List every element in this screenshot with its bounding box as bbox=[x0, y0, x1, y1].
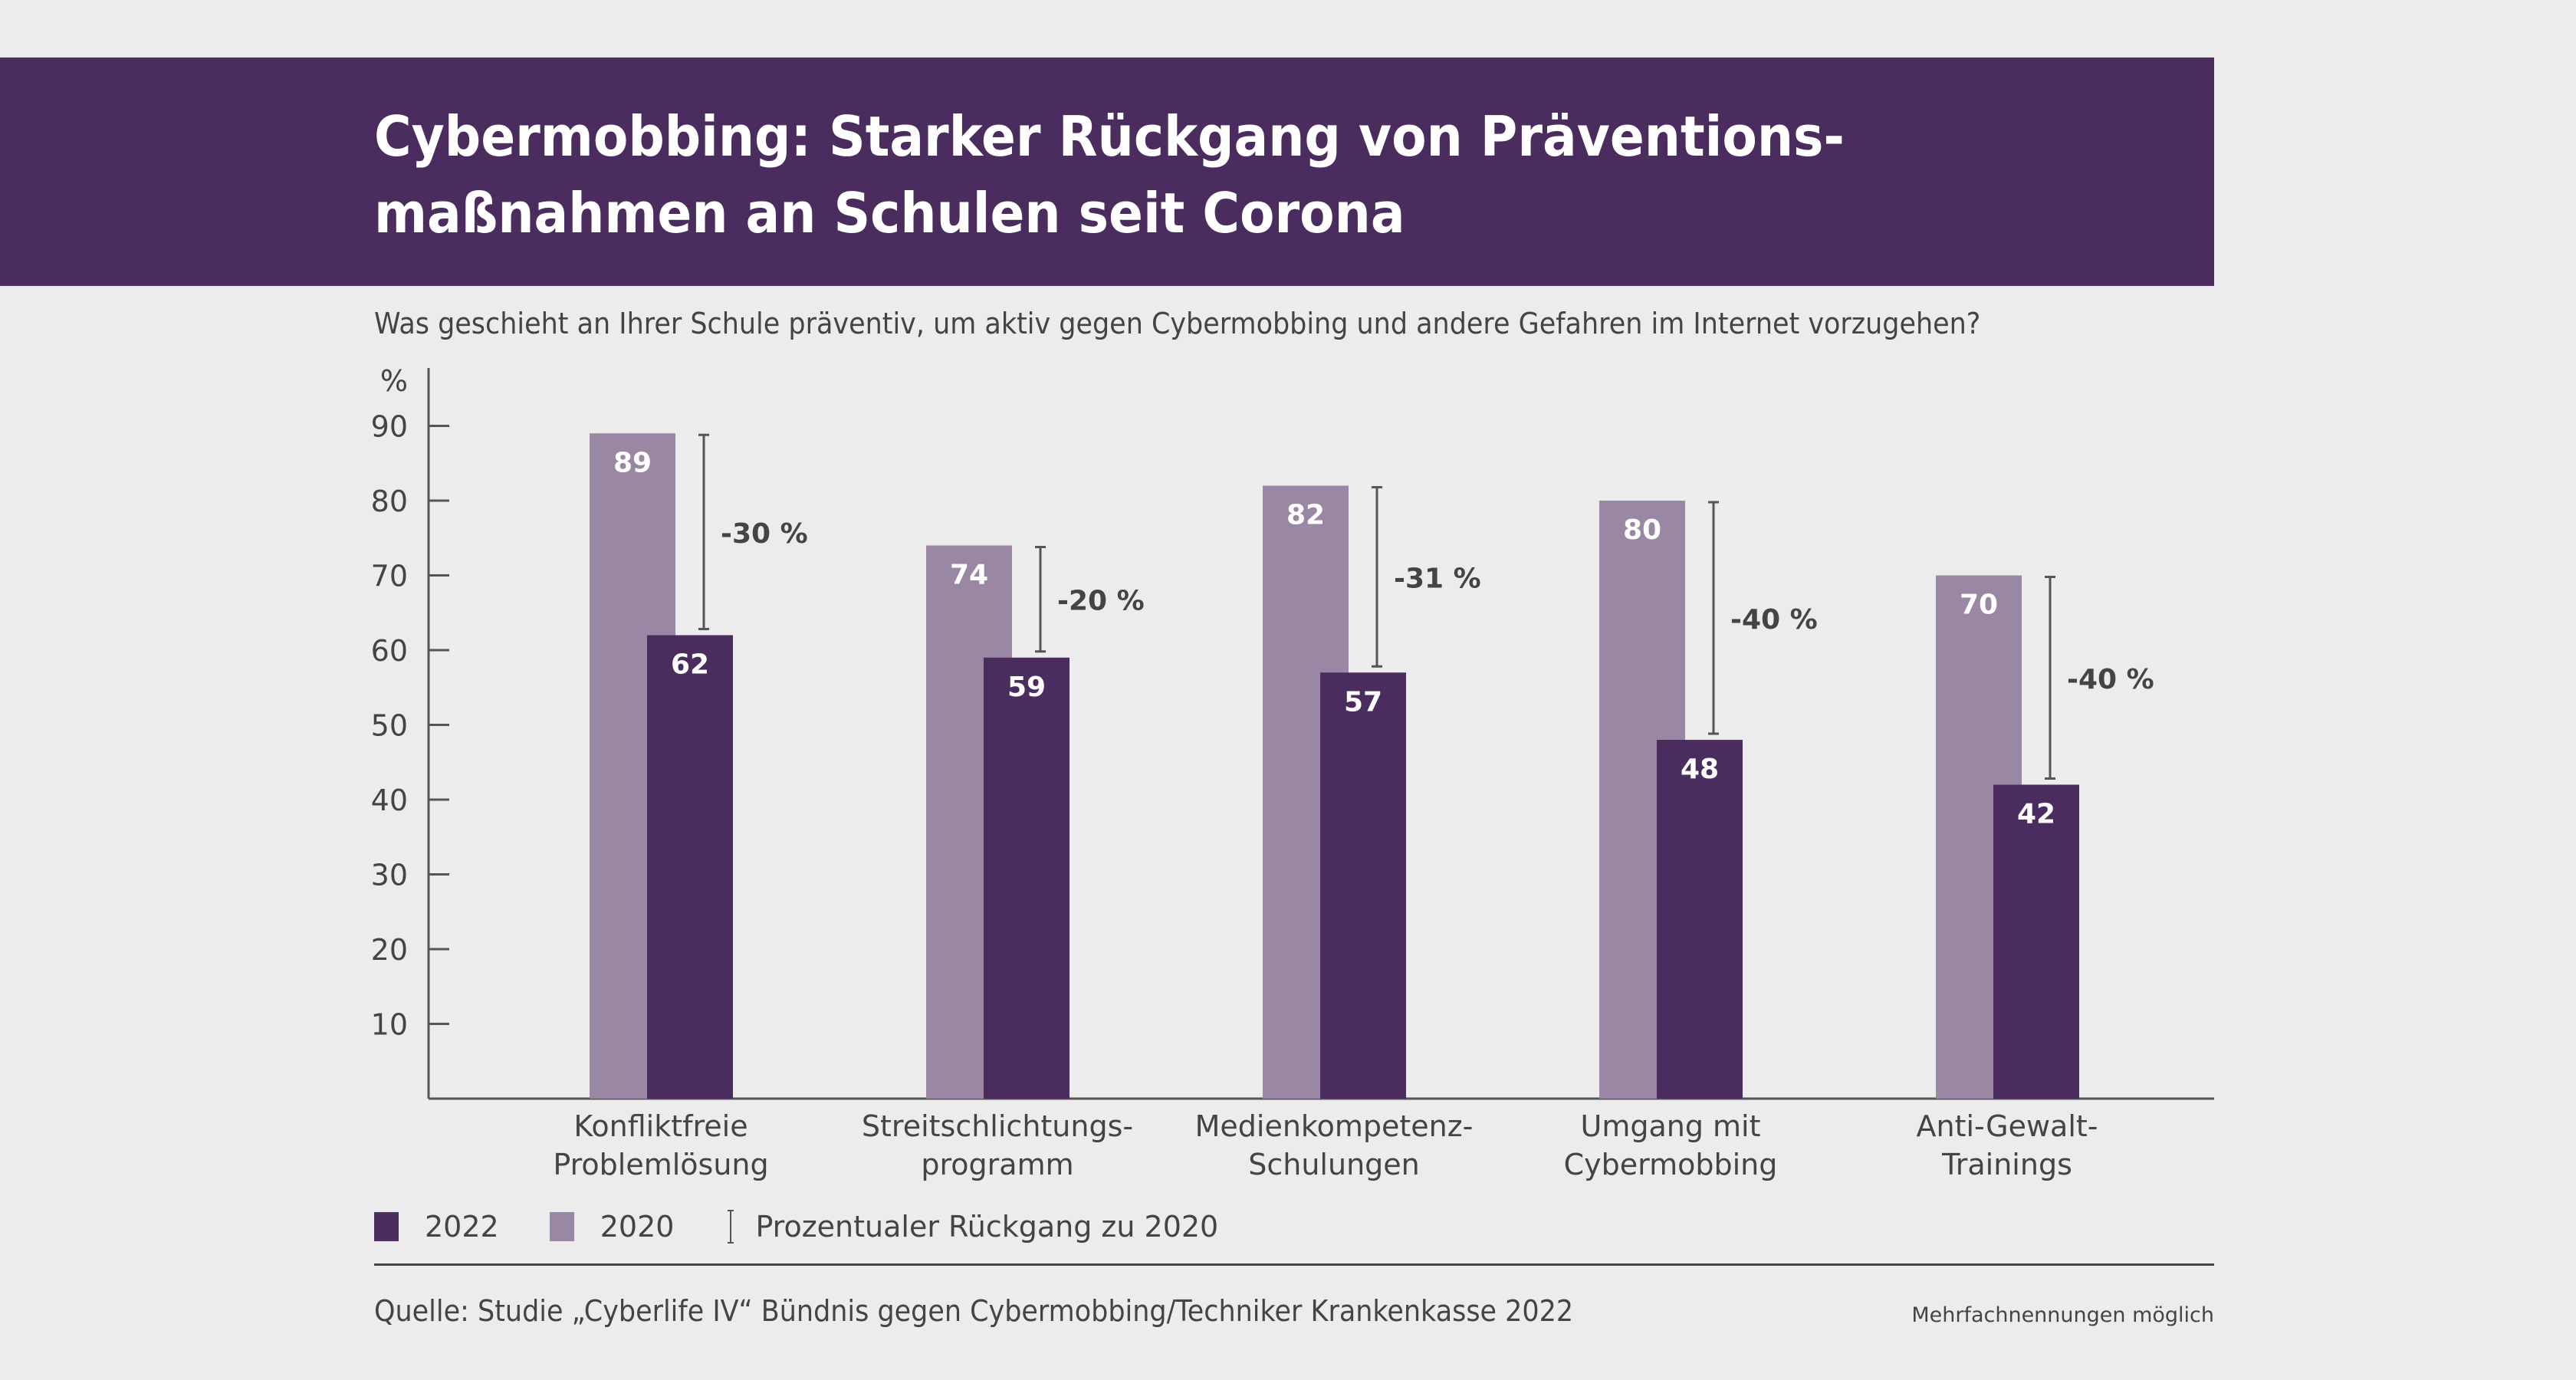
x-tick-label: Anti-Gewalt- bbox=[1917, 1109, 2098, 1143]
y-tick-label: 40 bbox=[371, 784, 408, 817]
error-bar-icon bbox=[728, 1210, 734, 1244]
bar-2022 bbox=[1657, 740, 1743, 1099]
title-banner bbox=[0, 58, 2214, 286]
data-label-2020: 70 bbox=[1960, 590, 1998, 621]
decline-label: -31 % bbox=[1394, 563, 1481, 594]
x-tick-label: Konfliktfreie bbox=[573, 1109, 748, 1143]
x-tick-label: Streitschlichtungs- bbox=[862, 1109, 1133, 1143]
x-tick-label: Problemlösung bbox=[553, 1148, 768, 1181]
data-label-2020: 82 bbox=[1286, 500, 1325, 531]
chart-title: Cybermobbing: Starker Rückgang von Präve… bbox=[374, 104, 1845, 245]
data-label-2022: 57 bbox=[1344, 686, 1382, 718]
data-label-2022: 42 bbox=[2017, 799, 2055, 830]
y-tick-label: 70 bbox=[371, 560, 408, 593]
bars: 89 62 -30 % 74 59 -20 % 82 57 -31 % 80 48 -40 % 70 42… bbox=[590, 433, 2154, 1099]
x-axis-labels: Konfliktfreie Problemlösung Streitschlicht… bbox=[553, 1109, 2098, 1181]
x-tick-label: Umgang mit bbox=[1581, 1109, 1761, 1143]
y-tick-label: 50 bbox=[371, 709, 408, 743]
y-axis-unit: % bbox=[380, 364, 408, 398]
decline-label: -20 % bbox=[1057, 586, 1145, 617]
decline-label: -40 % bbox=[2067, 664, 2154, 695]
y-tick-label: 20 bbox=[371, 933, 408, 967]
y-tick-label: 30 bbox=[371, 859, 408, 892]
y-tick-label: 80 bbox=[371, 485, 408, 518]
y-tick-label: 90 bbox=[371, 410, 408, 444]
source-text: Quelle: Studie „Cyberlife IV“ Bündnis ge… bbox=[374, 1294, 1574, 1328]
legend-label-2020: 2020 bbox=[600, 1210, 675, 1244]
data-label-2020: 74 bbox=[950, 560, 988, 591]
decline-label: -30 % bbox=[721, 518, 808, 550]
data-label-2020: 89 bbox=[613, 447, 652, 478]
legend: 2022 2020 Prozentualer Rückgang zu 2020 bbox=[374, 1208, 1218, 1246]
bar-2022 bbox=[1993, 784, 2079, 1099]
legend-label-2022: 2022 bbox=[425, 1210, 499, 1244]
y-tick-label: 60 bbox=[371, 634, 408, 668]
x-tick-label: Schulungen bbox=[1248, 1148, 1420, 1181]
footer-divider bbox=[374, 1263, 2214, 1266]
x-tick-label: Trainings bbox=[1941, 1148, 2072, 1181]
legend-label-decline: Prozentualer Rückgang zu 2020 bbox=[755, 1210, 1219, 1244]
legend-swatch-2020 bbox=[549, 1212, 574, 1241]
decline-label: -40 % bbox=[1730, 604, 1818, 636]
data-label-2022: 48 bbox=[1681, 754, 1719, 785]
bar-2022 bbox=[1320, 672, 1406, 1099]
bar-2022 bbox=[647, 635, 733, 1099]
x-tick-label: Cybermobbing bbox=[1564, 1148, 1778, 1181]
data-label-2022: 62 bbox=[671, 649, 709, 681]
data-label-2022: 59 bbox=[1007, 672, 1046, 703]
data-label-2020: 80 bbox=[1623, 514, 1661, 546]
x-tick-label: programm bbox=[921, 1148, 1073, 1181]
footnote: Mehrfachnennungen möglich bbox=[1911, 1303, 2214, 1327]
chart-subtitle: Was geschieht an Ihrer Schule präventiv,… bbox=[374, 307, 1981, 340]
legend-swatch-2022 bbox=[374, 1212, 399, 1241]
bar-2022 bbox=[984, 657, 1070, 1099]
x-tick-label: Medienkompetenz- bbox=[1195, 1109, 1474, 1143]
y-tick-label: 10 bbox=[371, 1008, 408, 1042]
